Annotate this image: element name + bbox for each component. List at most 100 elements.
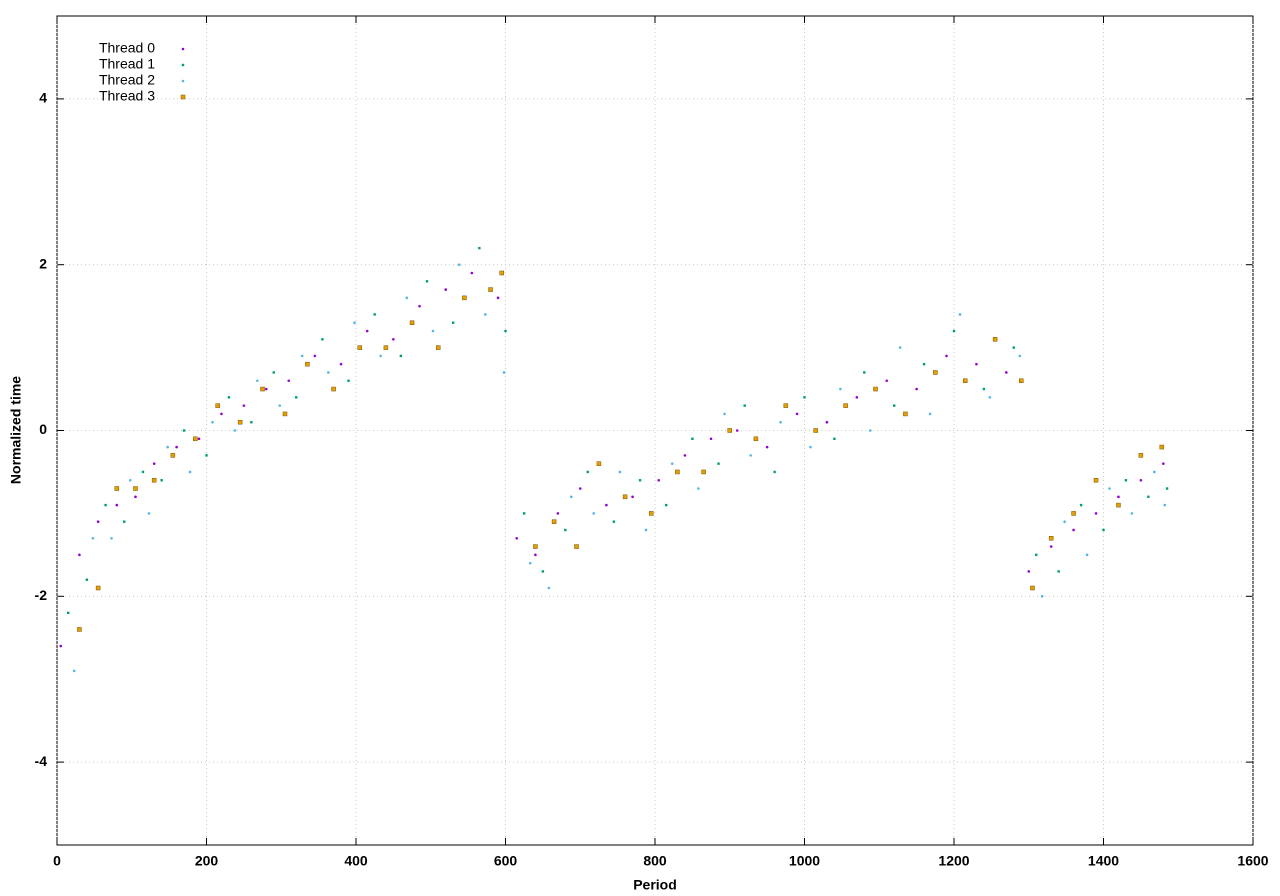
x-tick-label: 800 (643, 853, 667, 869)
point (825, 420, 829, 424)
x-axis-title: Period (633, 877, 677, 893)
point (528, 561, 532, 565)
point (605, 503, 608, 507)
point (205, 454, 208, 457)
point (533, 544, 538, 549)
point (547, 586, 551, 590)
point (1153, 470, 1156, 474)
point (77, 627, 82, 632)
point (470, 271, 474, 275)
point (551, 519, 557, 524)
point (765, 445, 769, 449)
point (123, 520, 126, 523)
point (649, 511, 654, 516)
point (1094, 512, 1098, 515)
point (182, 429, 186, 432)
point (409, 320, 415, 325)
point (91, 536, 95, 540)
point (242, 404, 246, 407)
point (809, 445, 812, 449)
point (1063, 520, 1066, 523)
point (839, 387, 842, 391)
point (331, 386, 336, 392)
point (773, 470, 776, 474)
point (1057, 570, 1060, 573)
point (484, 313, 487, 316)
point (1102, 528, 1105, 532)
point (444, 288, 448, 291)
legend-label: Thread 0 (99, 40, 155, 56)
point (104, 503, 107, 507)
point (96, 520, 100, 523)
point (833, 437, 836, 440)
point (670, 462, 674, 465)
point (110, 536, 113, 540)
point (399, 354, 403, 358)
point (260, 386, 265, 392)
point (893, 404, 896, 407)
point (170, 453, 176, 458)
point (115, 503, 119, 507)
legend-label: Thread 2 (99, 72, 155, 88)
point (683, 454, 687, 457)
point (541, 570, 545, 573)
point (1159, 444, 1165, 450)
point (160, 479, 163, 482)
point (992, 337, 998, 342)
point (534, 553, 537, 557)
point (657, 478, 661, 482)
point (863, 371, 866, 374)
legend-label: Thread 3 (99, 88, 155, 104)
point (749, 454, 752, 457)
point (488, 287, 493, 292)
point (365, 329, 369, 333)
point (478, 246, 481, 250)
point (709, 437, 713, 441)
x-tick-label: 0 (53, 853, 61, 869)
point (903, 411, 908, 417)
point (1030, 585, 1035, 591)
point (556, 512, 560, 515)
point (569, 495, 573, 499)
point (618, 470, 622, 474)
point (313, 354, 317, 358)
y-tick-label: -4 (35, 753, 48, 769)
point (256, 379, 259, 383)
point (272, 371, 275, 374)
point (114, 486, 120, 491)
point (78, 553, 81, 557)
point (435, 345, 441, 350)
point (504, 329, 507, 333)
point (795, 412, 799, 416)
x-tick-label: 600 (494, 853, 518, 869)
point (327, 371, 330, 374)
point (405, 296, 409, 300)
point (95, 585, 101, 591)
point (1071, 511, 1076, 516)
point (1138, 453, 1144, 458)
point (691, 437, 694, 440)
point (1116, 502, 1121, 508)
point (975, 362, 978, 366)
point (1130, 512, 1134, 515)
legend-marker (181, 63, 185, 67)
y-tick-label: 0 (39, 421, 47, 437)
point (574, 544, 579, 549)
point (1108, 487, 1111, 490)
point (592, 512, 596, 515)
point (855, 396, 859, 399)
x-tick-label: 1200 (938, 853, 969, 869)
point (515, 536, 519, 540)
point (300, 354, 304, 358)
point (392, 338, 395, 341)
point (665, 503, 668, 507)
point (321, 338, 324, 341)
point (697, 487, 700, 490)
point (727, 428, 732, 433)
point (250, 421, 253, 424)
point (1018, 354, 1022, 358)
point (1035, 553, 1038, 557)
point (278, 404, 282, 407)
y-axis-title: Normalized time (8, 376, 24, 484)
point (578, 487, 582, 490)
